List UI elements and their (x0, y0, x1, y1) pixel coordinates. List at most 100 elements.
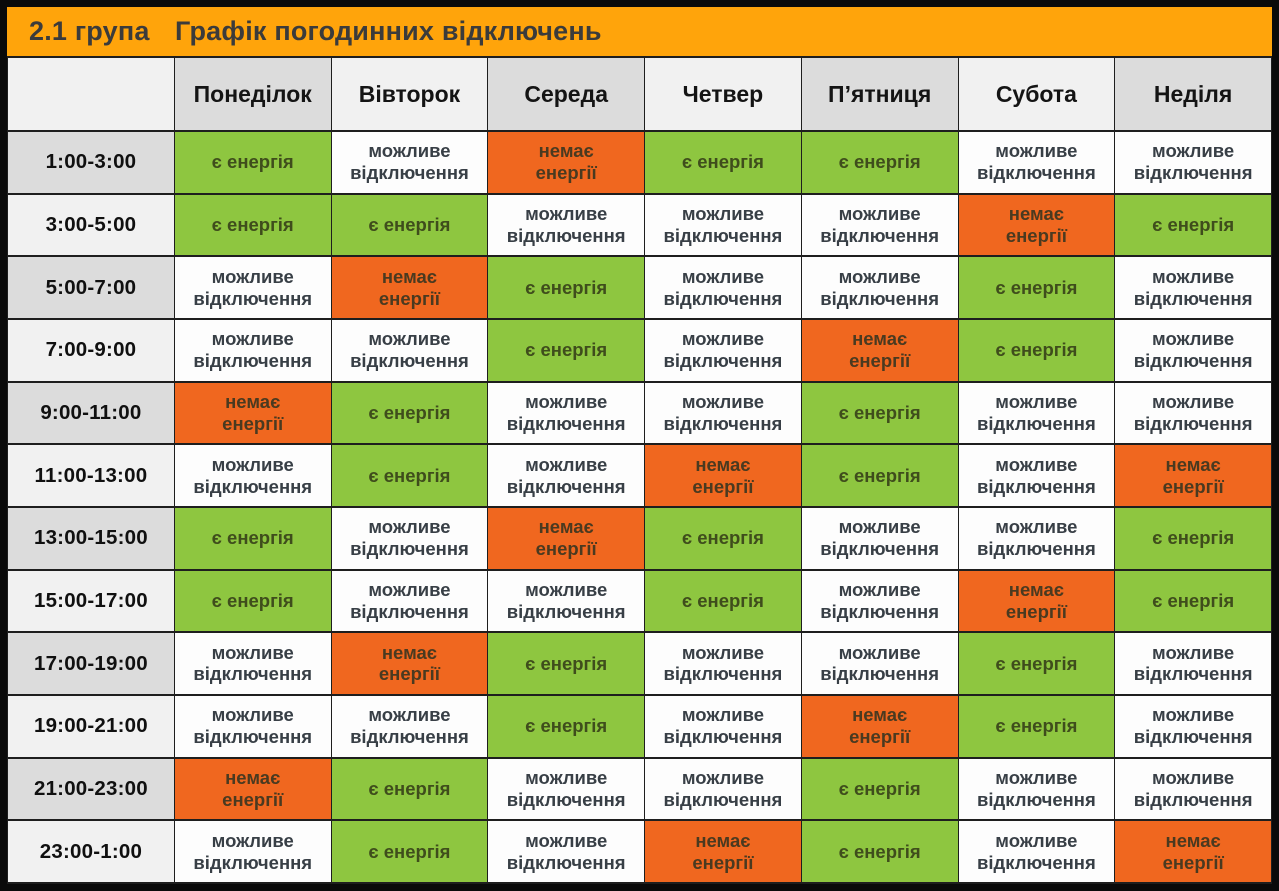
status-cell-maybe: можливе відключення (957, 505, 1116, 571)
status-label: можливе відключення (663, 391, 783, 434)
status-label: немає енергії (222, 766, 284, 810)
status-label: можливе відключення (820, 516, 940, 560)
status-cell-on: є енергія (487, 693, 646, 759)
status-label: можливе відключення (193, 328, 313, 372)
status-label: можливе відключення (820, 265, 940, 309)
status-label: можливе відключення (977, 453, 1096, 497)
status-cell-maybe: можливе відключення (330, 317, 489, 383)
status-cell-maybe: можливе відключення (957, 819, 1116, 884)
status-label: можливе відключення (193, 829, 313, 873)
status-cell-on: є енергія (330, 756, 489, 822)
table-row: 21:00-23:00 немає енергії є енергія можливе… (7, 756, 1272, 822)
status-label: є енергія (838, 401, 921, 423)
status-cell-on: є енергія (1114, 505, 1272, 571)
status-label: можливе відключення (1133, 328, 1253, 372)
status-label: є енергія (211, 151, 294, 173)
status-cell-on: є енергія (644, 130, 802, 195)
status-label: можливе відключення (663, 203, 783, 246)
status-cell-maybe: можливе відключення (173, 255, 332, 320)
table-row: 11:00-13:00 можливе відключення є енергія м… (7, 443, 1272, 508)
status-label: можливе відключення (1133, 704, 1253, 748)
table-row: 5:00-7:00 можливе відключення немає енергі… (7, 255, 1272, 320)
status-label: є енергія (838, 777, 921, 799)
status-label: є енергія (1152, 589, 1235, 611)
status-cell-maybe: можливе відключення (1114, 255, 1272, 320)
status-cell-maybe: можливе відключення (644, 756, 802, 822)
status-label: є енергія (368, 213, 451, 235)
time-cell: 21:00-23:00 (7, 756, 175, 822)
status-label: можливе відключення (506, 203, 626, 246)
status-label: можливе відключення (663, 766, 783, 810)
day-header-row: Понеділок Вівторок Середа Четвер П’ятниця Суб… (7, 56, 1272, 132)
status-cell-maybe: можливе відключення (487, 443, 646, 508)
status-cell-maybe: можливе відключення (173, 631, 332, 696)
status-label: є енергія (838, 840, 921, 862)
status-label: можливе відключення (820, 203, 940, 246)
table-row: 13:00-15:00 є енергія можливе відключення н… (7, 505, 1272, 571)
time-cell: 3:00-5:00 (7, 192, 175, 258)
status-cell-maybe: можливе відключення (1114, 693, 1272, 759)
status-cell-on: є енергія (487, 255, 646, 320)
time-cell: 9:00-11:00 (7, 380, 175, 446)
status-cell-maybe: можливе відключення (957, 130, 1116, 195)
status-cell-off: немає енергії (487, 505, 646, 571)
group-label: 2.1 група (29, 16, 150, 46)
time-cell: 13:00-15:00 (7, 505, 175, 571)
status-label: є енергія (525, 339, 608, 361)
status-label: можливе відключення (350, 579, 469, 622)
status-cell-maybe: можливе відключення (487, 380, 646, 446)
status-cell-maybe: можливе відключення (330, 568, 489, 634)
status-cell-on: є енергія (330, 380, 489, 446)
status-label: немає енергії (1005, 203, 1067, 246)
status-cell-maybe: можливе відключення (644, 255, 802, 320)
status-cell-maybe: можливе відключення (173, 819, 332, 884)
status-label: можливе відключення (506, 766, 626, 810)
status-cell-off: немає енергії (644, 819, 802, 884)
status-label: немає енергії (378, 641, 440, 685)
status-cell-maybe: можливе відключення (800, 568, 959, 634)
table-row: 3:00-5:00 є енергія є енергія можливе відкл… (7, 192, 1272, 258)
status-cell-maybe: можливе відключення (173, 693, 332, 759)
status-cell-maybe: можливе відключення (644, 317, 802, 383)
time-cell: 19:00-21:00 (7, 693, 175, 759)
status-cell-maybe: можливе відключення (330, 505, 489, 571)
time-cell: 23:00-1:00 (7, 819, 175, 884)
header-bar: 2.1 група Графік погодинних відключень (7, 7, 1272, 56)
status-label: немає енергії (692, 453, 754, 497)
status-label: можливе відключення (1133, 766, 1253, 810)
status-label: можливе відключення (820, 579, 940, 622)
time-cell: 17:00-19:00 (7, 631, 175, 696)
status-label: можливе відключення (663, 641, 783, 685)
day-header-6: Субота (957, 56, 1116, 132)
status-label: є енергія (995, 652, 1078, 674)
status-label: можливе відключення (663, 328, 783, 372)
status-label: можливе відключення (977, 516, 1096, 560)
status-cell-maybe: можливе відключення (644, 192, 802, 258)
status-label: немає енергії (1162, 829, 1224, 873)
table-row: 17:00-19:00 можливе відключення немає енер… (7, 631, 1272, 696)
status-cell-maybe: можливе відключення (487, 819, 646, 884)
status-label: можливе відключення (1133, 391, 1253, 434)
status-cell-off: немає енергії (800, 693, 959, 759)
status-cell-off: немає енергії (800, 317, 959, 383)
status-label: можливе відключення (193, 453, 313, 497)
status-label: є енергія (368, 777, 451, 799)
status-cell-off: немає енергії (1114, 443, 1272, 508)
status-label: є енергія (525, 652, 608, 674)
status-label: є енергія (995, 276, 1078, 298)
status-cell-on: є енергія (957, 317, 1116, 383)
status-cell-off: немає енергії (330, 631, 489, 696)
table-row: 23:00-1:00 можливе відключення є енергія мо… (7, 819, 1272, 884)
status-cell-maybe: можливе відключення (1114, 380, 1272, 446)
status-cell-on: є енергія (957, 631, 1116, 696)
status-cell-maybe: можливе відключення (800, 505, 959, 571)
status-cell-maybe: можливе відключення (1114, 130, 1272, 195)
status-cell-on: є енергія (1114, 192, 1272, 258)
status-cell-maybe: можливе відключення (330, 130, 489, 195)
schedule-table: Понеділок Вівторок Середа Четвер П’ятниця Суб… (7, 56, 1272, 884)
status-label: немає енергії (222, 391, 284, 434)
status-label: є енергія (368, 840, 451, 862)
status-cell-off: немає енергії (1114, 819, 1272, 884)
status-label: можливе відключення (350, 516, 469, 560)
status-label: є енергія (838, 464, 921, 486)
